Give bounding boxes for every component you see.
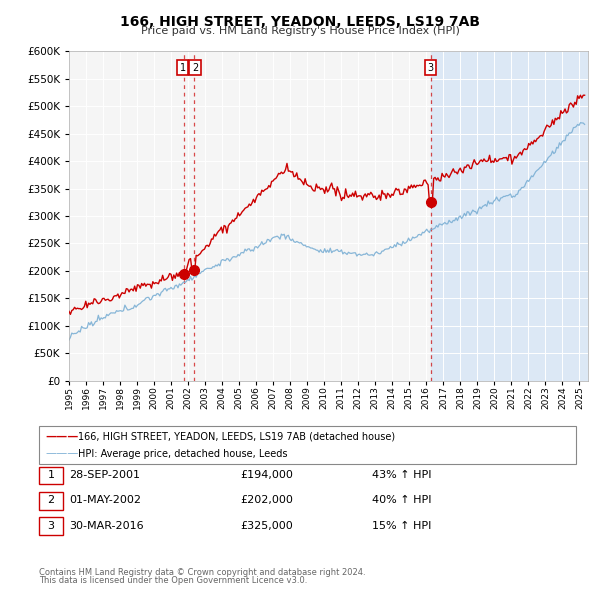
Text: This data is licensed under the Open Government Licence v3.0.: This data is licensed under the Open Gov… — [39, 576, 307, 585]
Text: 1: 1 — [179, 63, 185, 73]
Text: Price paid vs. HM Land Registry's House Price Index (HPI): Price paid vs. HM Land Registry's House … — [140, 26, 460, 36]
Text: 1: 1 — [47, 470, 55, 480]
Text: ———: ——— — [45, 432, 79, 442]
Text: 3: 3 — [47, 521, 55, 530]
Text: 2: 2 — [192, 63, 198, 73]
Text: £325,000: £325,000 — [240, 521, 293, 530]
Bar — [431, 51, 588, 381]
Text: £202,000: £202,000 — [240, 496, 293, 505]
Text: Contains HM Land Registry data © Crown copyright and database right 2024.: Contains HM Land Registry data © Crown c… — [39, 568, 365, 577]
Text: 28-SEP-2001: 28-SEP-2001 — [69, 470, 140, 480]
Text: 01-MAY-2002: 01-MAY-2002 — [69, 496, 141, 505]
Text: 166, HIGH STREET, YEADON, LEEDS, LS19 7AB (detached house): 166, HIGH STREET, YEADON, LEEDS, LS19 7A… — [78, 432, 395, 442]
Text: 3: 3 — [428, 63, 434, 73]
Text: HPI: Average price, detached house, Leeds: HPI: Average price, detached house, Leed… — [78, 448, 287, 458]
Text: ———: ——— — [45, 448, 79, 458]
Text: £194,000: £194,000 — [240, 470, 293, 480]
Text: 15% ↑ HPI: 15% ↑ HPI — [372, 521, 431, 530]
Text: 2: 2 — [47, 496, 55, 505]
Text: 40% ↑ HPI: 40% ↑ HPI — [372, 496, 431, 505]
Text: 43% ↑ HPI: 43% ↑ HPI — [372, 470, 431, 480]
Text: 166, HIGH STREET, YEADON, LEEDS, LS19 7AB: 166, HIGH STREET, YEADON, LEEDS, LS19 7A… — [120, 15, 480, 29]
Text: 30-MAR-2016: 30-MAR-2016 — [69, 521, 143, 530]
